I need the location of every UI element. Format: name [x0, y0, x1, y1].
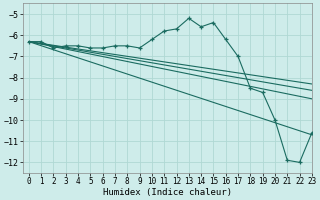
X-axis label: Humidex (Indice chaleur): Humidex (Indice chaleur) [103, 188, 232, 197]
